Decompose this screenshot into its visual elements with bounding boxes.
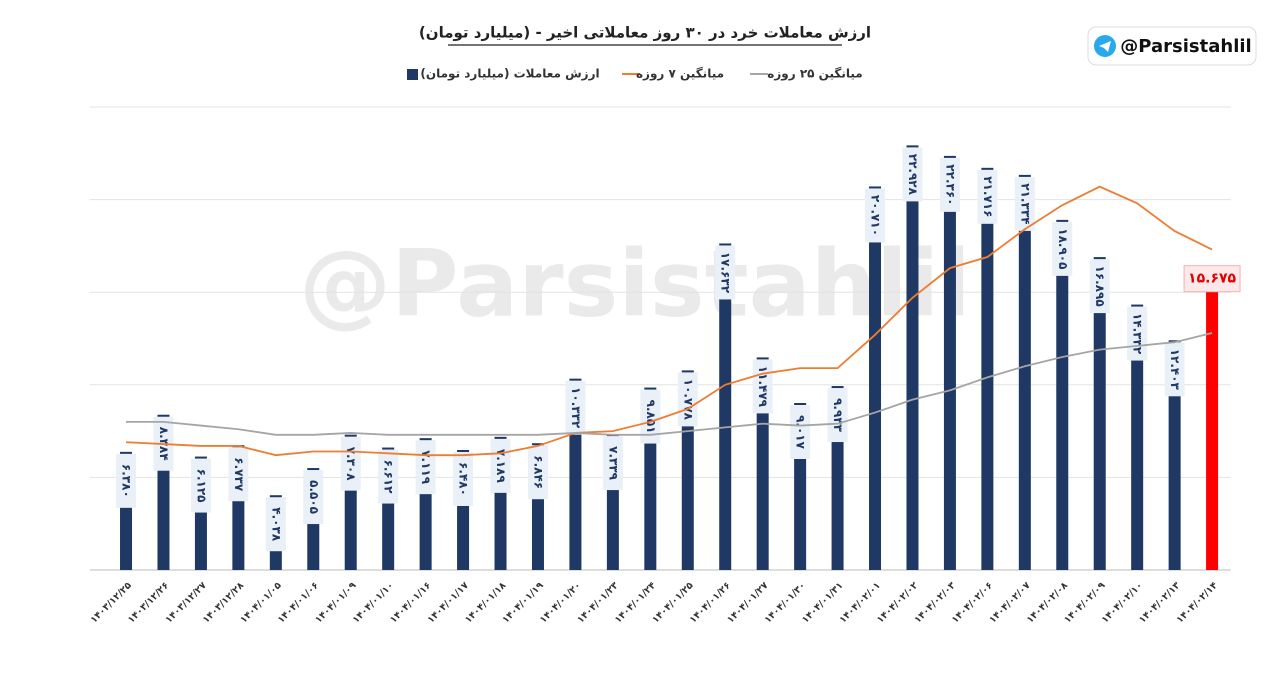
value-label-box [602, 436, 623, 491]
value-label-box [415, 440, 436, 495]
value-label: ۲۲.۳۶۰ [943, 164, 957, 205]
bar [1131, 304, 1144, 570]
bar [869, 186, 882, 570]
line-series [125, 185, 1213, 457]
value-label: ۵.۵۰۵ [307, 480, 321, 514]
value-label: ۲۲.۹۲۸ [906, 154, 920, 196]
value-label: ۶.۶۱۲ [382, 460, 396, 495]
bar [1056, 219, 1069, 570]
bar [1168, 340, 1181, 570]
value-label-box [640, 389, 661, 444]
value-label-box [1089, 259, 1110, 314]
value-label: ۲۱.۳۳۴ [1018, 183, 1032, 224]
value-label: ۷.۳۰۸ [344, 447, 358, 482]
chart-title: ارزش معاملات خرد در ۳۰ روز معاملاتی اخیر… [419, 24, 871, 42]
value-label-box [378, 449, 399, 504]
bar [943, 155, 956, 570]
value-label: ۶.۷۳۷ [232, 457, 246, 492]
watermark: @Parsistahlil [299, 230, 971, 337]
legend-label: ارزش معاملات (میلیارد تومان) [420, 67, 599, 82]
value-label-box [453, 451, 474, 506]
value-label-box [190, 458, 211, 513]
value-label-box [865, 188, 886, 243]
bar [1018, 174, 1031, 570]
value-label-box [265, 497, 286, 552]
legend-swatch [407, 69, 418, 80]
value-label-box [939, 157, 960, 212]
value-label-box [1164, 342, 1185, 397]
value-label-box [1052, 221, 1073, 276]
legend-label: میانگین ۷ روزه [636, 67, 724, 82]
badge [1087, 26, 1257, 66]
value-label: ۲۰.۷۱۰ [869, 195, 883, 236]
value-label: ۱۰.۷۷۸ [681, 379, 695, 421]
value-label-box [790, 405, 811, 460]
value-label: ۱۷.۶۳۲ [719, 252, 733, 294]
value-label: ۷.۱۱۹ [419, 450, 433, 485]
value-label: ۷.۱۸۹ [494, 449, 508, 484]
bar [120, 451, 133, 570]
bar [981, 167, 994, 570]
value-label-box [1014, 176, 1035, 231]
value-label: ۶.۸۴۶ [531, 455, 545, 489]
value-label-box [902, 147, 923, 202]
value-label-box [116, 453, 137, 508]
value-label-box [565, 380, 586, 435]
value-label: ۱۱.۴۷۹ [756, 366, 770, 408]
value-label: ۶.۴۸۰ [457, 462, 471, 496]
value-label-box [527, 445, 548, 500]
value-label: ۴.۰۳۸ [269, 507, 283, 542]
badge-text: @Parsistahlil [1120, 36, 1251, 57]
value-label: ۶.۱۲۵ [194, 469, 208, 503]
legend-label: میانگین ۲۵ روزه [767, 67, 862, 82]
value-label: ۱۰.۳۳۲ [569, 387, 583, 429]
value-label: ۱۴.۳۳۲ [1131, 313, 1145, 355]
value-label: ۱۶.۸۹۵ [1093, 266, 1107, 307]
value-label: ۶.۳۸۰ [120, 464, 134, 498]
value-label-box [1183, 265, 1241, 293]
value-label-box [228, 447, 249, 502]
telegram-plane [1099, 41, 1111, 52]
value-label: ۱۵.۶۷۵ [1188, 271, 1236, 287]
bar [719, 243, 732, 570]
value-label: ۹.۰۱۷ [794, 415, 808, 450]
value-label: ۲۱.۷۱۶ [981, 176, 995, 217]
value-label: ۹.۹۳۳ [831, 398, 845, 433]
value-label-box [827, 388, 848, 443]
bar [906, 145, 919, 570]
value-label: ۱۲.۴۰۳ [1168, 349, 1182, 391]
value-label-box [977, 169, 998, 224]
value-label: ۱۸.۹۰۵ [1056, 228, 1070, 269]
value-label: ۷.۳۳۹ [606, 446, 620, 481]
value-label-box [677, 372, 698, 427]
value-label-box [715, 245, 736, 300]
value-label: ۹.۸۵۱ [644, 400, 658, 434]
bar [1093, 257, 1106, 570]
value-label-box [340, 436, 361, 491]
line-series [126, 332, 1213, 436]
value-label-box [303, 470, 324, 525]
bar [1206, 279, 1219, 570]
